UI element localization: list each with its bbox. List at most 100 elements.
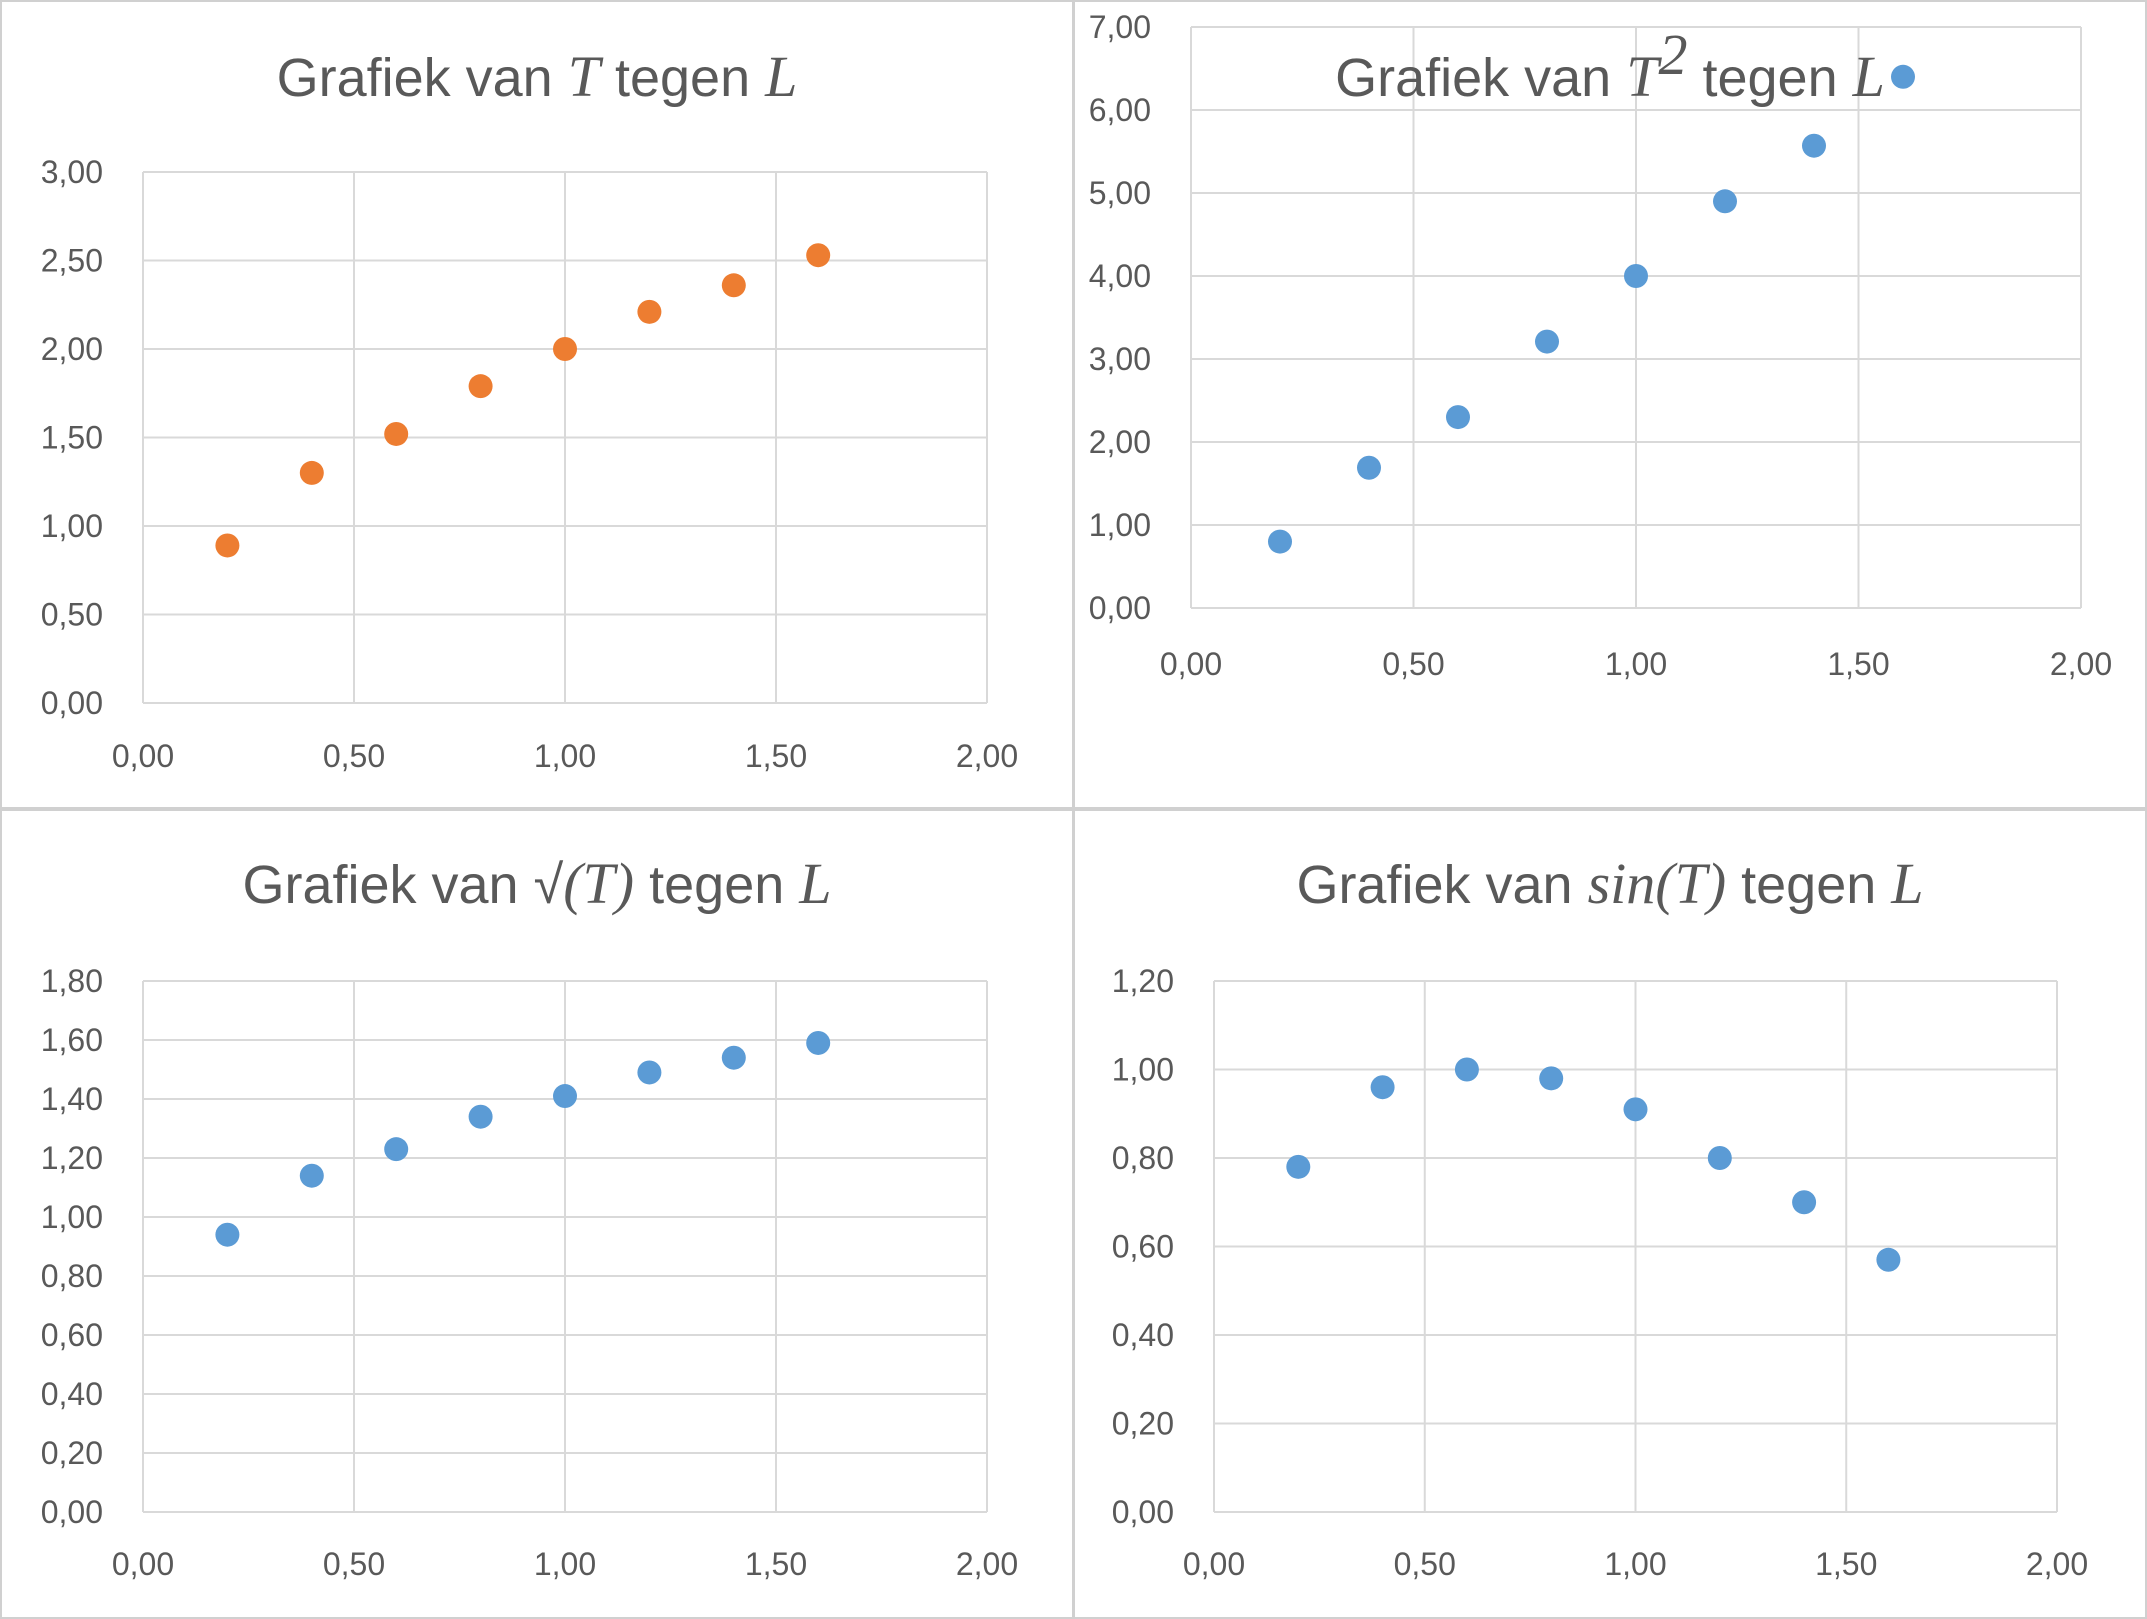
- y-tick-label: 0,80: [41, 1258, 103, 1294]
- data-point: [637, 1060, 662, 1085]
- y-tick-label: 0,60: [1112, 1229, 1174, 1265]
- data-point: [721, 273, 746, 298]
- data-point: [1539, 1066, 1564, 1091]
- data-point: [1370, 1075, 1395, 1100]
- data-point: [468, 374, 493, 399]
- chart-frame: [0, 809, 1074, 1619]
- x-tick-label: 0,50: [323, 1546, 385, 1582]
- y-tick-label: 0,00: [41, 685, 103, 721]
- chart-frame: [1073, 0, 2147, 809]
- y-tick-label: 0,40: [41, 1376, 103, 1412]
- chart-panel-2: 0,00 1,00 2,00 3,00 4,00 5,00 6,00 7,00 0,00 0,50…: [1073, 0, 2147, 809]
- y-tick-label: 3,00: [1089, 341, 1151, 377]
- y-tick-label: 1,00: [1089, 507, 1151, 543]
- x-tick-label: 1,00: [1604, 1546, 1666, 1582]
- data-point: [1876, 1247, 1901, 1272]
- y-tick-label: 1,00: [41, 1199, 103, 1235]
- x-tick-label: 1,00: [1605, 646, 1667, 682]
- y-tick-label: 1,80: [41, 963, 103, 999]
- title-text-part: tegen: [634, 855, 799, 915]
- chart-title: Grafiek van sin(T) tegen L: [1296, 851, 1923, 916]
- title-text-part: Grafiek van: [1296, 855, 1587, 915]
- data-point: [1707, 1146, 1732, 1170]
- chart-panel-3: 0,00 0,20 0,40 0,60 0,80 1,00 1,20 1,40 1,60 1,80…: [0, 809, 1074, 1619]
- data-point: [1535, 329, 1559, 354]
- title-text-part: Grafiek van: [242, 855, 533, 915]
- x-tick-label: 0,50: [1394, 1546, 1456, 1582]
- chart-title: Grafiek van √(T) tegen L: [242, 851, 831, 916]
- data-point: [215, 1222, 240, 1247]
- x-tick-label: 0,00: [112, 738, 174, 774]
- y-tick-label: 1,20: [1112, 963, 1174, 999]
- data-point: [1713, 189, 1737, 214]
- title-math-part: sin(T): [1588, 851, 1727, 916]
- title-text-part: tegen: [600, 48, 765, 108]
- title-text-part: tegen: [1687, 48, 1852, 108]
- data-point: [1802, 133, 1826, 158]
- title-math-part: T: [1626, 44, 1662, 109]
- y-tick-label: 2,00: [1089, 424, 1151, 460]
- y-tick-label: 2,50: [41, 243, 103, 279]
- y-tick-label: 1,40: [41, 1081, 103, 1117]
- x-tick-label: 0,00: [1160, 646, 1222, 682]
- data-point: [384, 1137, 409, 1162]
- y-tick-label: 0,00: [41, 1494, 103, 1530]
- data-point: [1792, 1190, 1817, 1215]
- x-tick-label: 2,00: [2026, 1546, 2088, 1582]
- y-tick-label: 7,00: [1089, 9, 1151, 45]
- y-tick-label: 2,00: [41, 331, 103, 367]
- y-tick-label: 0,80: [1112, 1140, 1174, 1176]
- y-tick-label: 0,00: [1112, 1494, 1174, 1530]
- chart-frame: [0, 0, 1074, 809]
- x-tick-label: 0,50: [323, 738, 385, 774]
- chart-frame: [1073, 809, 2147, 1619]
- data-point: [299, 1163, 324, 1188]
- title-math-part: 2: [1658, 22, 1687, 87]
- title-math-part: (T): [563, 851, 634, 916]
- title-text-part: Grafiek van: [1335, 48, 1626, 108]
- data-point: [1454, 1057, 1479, 1082]
- title-text-part: Grafiek van: [277, 48, 568, 108]
- y-tick-label: 1,00: [1112, 1052, 1174, 1088]
- data-point: [215, 533, 240, 558]
- title-math-part: L: [798, 851, 831, 916]
- y-tick-label: 1,50: [41, 420, 103, 456]
- data-point: [637, 299, 662, 324]
- x-tick-label: 0,00: [1183, 1546, 1245, 1582]
- x-tick-label: 1,50: [1815, 1546, 1877, 1582]
- title-math-part: L: [1852, 44, 1885, 109]
- title-text-part: √: [534, 855, 564, 915]
- title-math-part: L: [1890, 851, 1923, 916]
- x-tick-label: 0,00: [112, 1546, 174, 1582]
- y-tick-label: 0,00: [1089, 590, 1151, 626]
- chart-title: Grafiek van T2 tegen L: [1335, 22, 1885, 109]
- x-tick-label: 1,00: [534, 1546, 596, 1582]
- y-tick-label: 0,60: [41, 1317, 103, 1353]
- data-point: [721, 1045, 746, 1070]
- x-tick-label: 1,50: [1827, 646, 1889, 682]
- data-point: [468, 1104, 493, 1129]
- y-tick-label: 1,60: [41, 1022, 103, 1058]
- data-point: [1446, 405, 1470, 430]
- title-math-part: L: [764, 44, 797, 109]
- data-point: [1623, 1097, 1648, 1122]
- y-tick-label: 0,20: [1112, 1406, 1174, 1442]
- data-point: [1357, 455, 1381, 480]
- title-math-part: T: [568, 44, 604, 109]
- y-tick-label: 0,20: [41, 1435, 103, 1471]
- y-tick-label: 0,50: [41, 597, 103, 633]
- title-text-part: tegen: [1726, 855, 1891, 915]
- data-point: [1286, 1154, 1311, 1179]
- x-tick-label: 2,00: [2050, 646, 2112, 682]
- x-tick-label: 1,50: [745, 1546, 807, 1582]
- x-tick-label: 2,00: [956, 738, 1018, 774]
- y-tick-label: 1,20: [41, 1140, 103, 1176]
- data-point: [553, 1084, 577, 1109]
- x-tick-label: 2,00: [956, 1546, 1018, 1582]
- data-point: [553, 337, 577, 361]
- chart-title: Grafiek van T tegen L: [277, 44, 798, 109]
- y-tick-label: 3,00: [41, 154, 103, 190]
- x-tick-label: 0,50: [1382, 646, 1444, 682]
- data-point: [806, 1030, 831, 1055]
